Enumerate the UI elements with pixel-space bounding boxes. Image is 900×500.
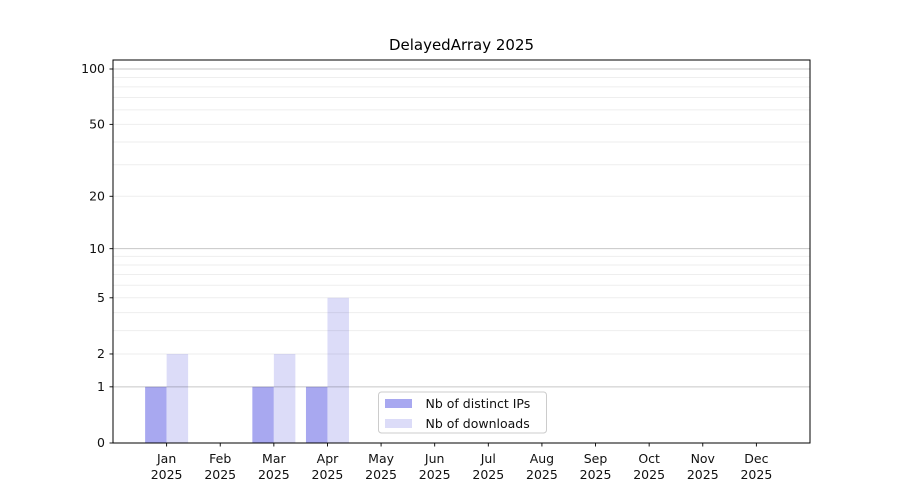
x-tick-label-month-jun: Jun — [424, 451, 445, 466]
y-tick-label-100: 100 — [81, 61, 105, 76]
x-tick-label-month-jan: Jan — [156, 451, 176, 466]
legend-swatch-nb-of-distinct-ips — [385, 399, 412, 408]
bar-nb-of-downloads-mar — [273, 353, 296, 443]
y-tick-label-10: 10 — [89, 241, 105, 256]
legend-label-nb-of-downloads: Nb of downloads — [426, 416, 530, 431]
x-tick-label-month-sep: Sep — [584, 451, 608, 466]
x-tick-label-year-may: 2025 — [365, 467, 397, 482]
x-tick-label-month-nov: Nov — [691, 451, 716, 466]
bar-nb-of-distinct-ips-mar — [252, 386, 274, 443]
y-tick-label-20: 20 — [89, 188, 105, 203]
legend-swatch-nb-of-downloads — [385, 419, 412, 428]
x-tick-label-month-feb: Feb — [209, 451, 231, 466]
x-tick-label-year-dec: 2025 — [740, 467, 772, 482]
x-tick-label-year-aug: 2025 — [526, 467, 558, 482]
x-tick-label-month-may: May — [368, 451, 394, 466]
y-tick-label-5: 5 — [97, 290, 105, 305]
legend-box — [378, 391, 547, 434]
x-tick-label-year-nov: 2025 — [687, 467, 719, 482]
bar-nb-of-distinct-ips-apr — [305, 386, 328, 443]
y-tick-label-2: 2 — [97, 346, 105, 361]
bar-nb-of-downloads-apr — [327, 297, 349, 443]
y-tick-label-0: 0 — [97, 435, 105, 450]
y-tick-label-1: 1 — [97, 379, 105, 394]
x-tick-label-year-oct: 2025 — [633, 467, 665, 482]
y-tick-label-50: 50 — [89, 117, 105, 132]
legend-label-nb-of-distinct-ips: Nb of distinct IPs — [426, 396, 531, 411]
x-tick-label-month-dec: Dec — [744, 451, 768, 466]
x-tick-label-year-jul: 2025 — [472, 467, 504, 482]
bar-nb-of-downloads-jan — [166, 353, 189, 443]
x-tick-label-month-apr: Apr — [317, 451, 339, 466]
x-tick-label-year-jun: 2025 — [419, 467, 451, 482]
x-tick-label-month-jul: Jul — [480, 451, 496, 466]
plot-border — [112, 59, 811, 444]
chart-title: DelayedArray 2025 — [389, 36, 534, 54]
x-tick-label-month-aug: Aug — [530, 451, 554, 466]
x-tick-label-year-mar: 2025 — [258, 467, 290, 482]
x-tick-label-year-apr: 2025 — [312, 467, 344, 482]
x-tick-label-year-sep: 2025 — [580, 467, 612, 482]
legend: Nb of distinct IPs Nb of downloads — [378, 391, 547, 434]
bar-nb-of-distinct-ips-jan — [145, 386, 167, 443]
x-tick-label-year-jan: 2025 — [151, 467, 183, 482]
x-tick-label-year-feb: 2025 — [204, 467, 236, 482]
x-tick-label-month-mar: Mar — [262, 451, 286, 466]
x-tick-label-month-oct: Oct — [638, 451, 660, 466]
